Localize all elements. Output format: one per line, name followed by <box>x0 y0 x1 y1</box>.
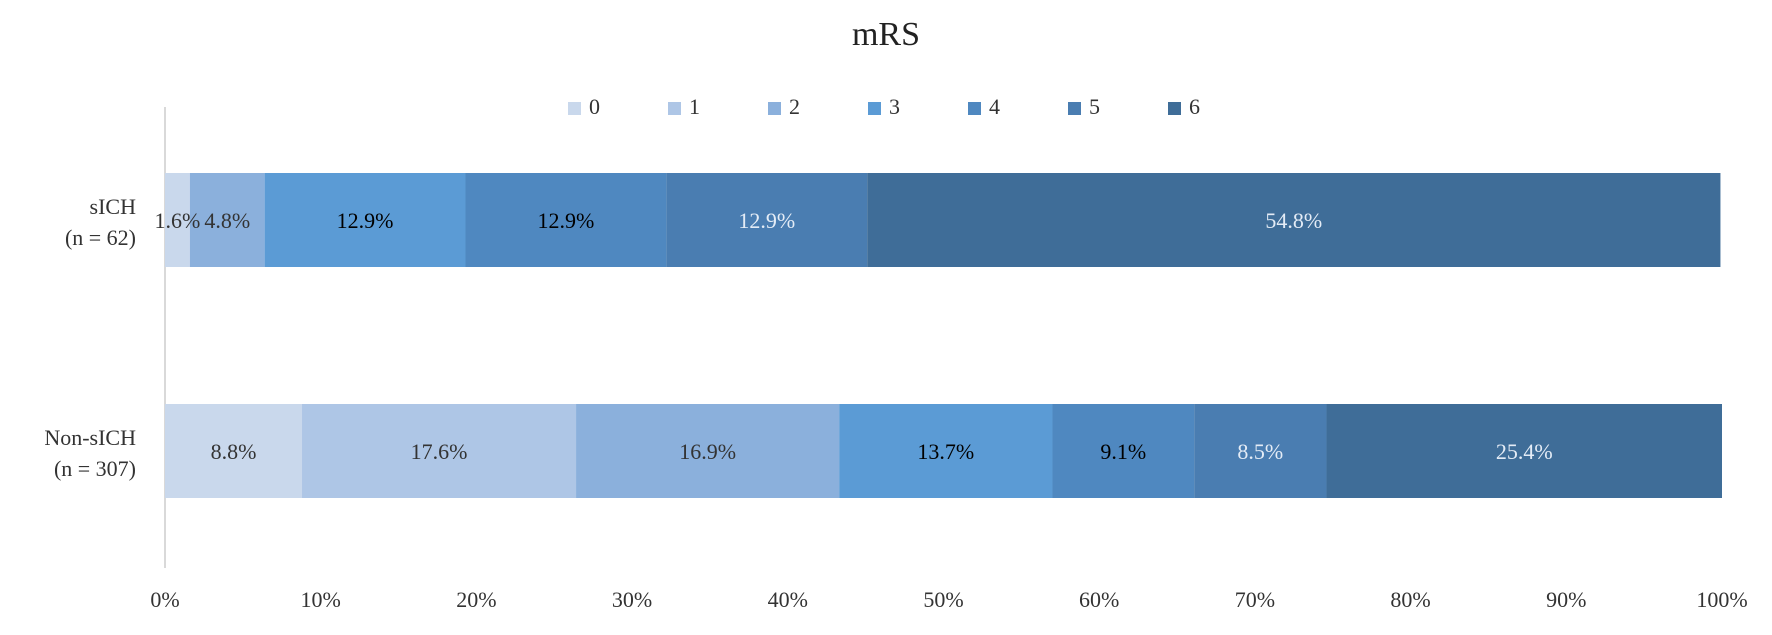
bar-segment-non-sich-mrs-1 <box>302 404 577 498</box>
legend-label-3: 3 <box>889 94 900 119</box>
bar-segment-non-sich-mrs-3 <box>839 404 1053 498</box>
bar-segment-sich-mrs-5 <box>666 173 868 267</box>
legend-swatch-5 <box>1068 102 1081 115</box>
legend-label-5: 5 <box>1089 94 1100 119</box>
category-label-sich-line-1: sICH <box>90 194 137 219</box>
category-label-non-sich-line-1: Non-sICH <box>44 425 136 450</box>
bar-segment-non-sich-mrs-5 <box>1194 404 1327 498</box>
bar-segment-non-sich-mrs-2 <box>576 404 840 498</box>
data-label-non-sich-mrs-1: 17.6% <box>411 439 468 464</box>
x-tick-label: 0% <box>150 587 179 612</box>
category-label-sich-line-2: (n = 62) <box>65 225 136 250</box>
data-label-non-sich-mrs-0: 8.8% <box>211 439 257 464</box>
x-tick-label: 60% <box>1079 587 1119 612</box>
bar-segment-sich-mrs-6 <box>867 173 1721 267</box>
x-axis-ticks: 0% 10% 20% 30% 40% 50% 60% 70% 80% 90% 100% <box>150 587 1747 612</box>
bar-segment-non-sich-mrs-6 <box>1326 404 1722 498</box>
data-label-sich-mrs-0: 1.6% <box>155 208 201 233</box>
legend-label-6: 6 <box>1189 94 1200 119</box>
category-label-non-sich-line-2: (n = 307) <box>54 456 136 481</box>
legend-label-0: 0 <box>589 94 600 119</box>
legend-swatch-0 <box>568 102 581 115</box>
segment-labels-group: 1.6% 4.8% 12.9% 12.9% 12.9% 54.8% 8.8% 17.6% 16.… <box>155 208 1553 464</box>
x-tick-label: 100% <box>1696 587 1747 612</box>
data-label-sich-mrs-4: 12.9% <box>538 208 595 233</box>
bar-segment-non-sich-mrs-0 <box>165 404 303 498</box>
x-tick-label: 50% <box>923 587 963 612</box>
data-label-non-sich-mrs-2: 16.9% <box>679 439 736 464</box>
legend-swatch-3 <box>868 102 881 115</box>
bar-segment-sich-mrs-3 <box>264 173 466 267</box>
bars-group <box>165 173 1722 498</box>
x-tick-label: 30% <box>612 587 652 612</box>
data-label-non-sich-mrs-5: 8.5% <box>1237 439 1283 464</box>
legend-swatch-1 <box>668 102 681 115</box>
legend-label-4: 4 <box>989 94 1000 119</box>
x-tick-label: 80% <box>1390 587 1430 612</box>
x-tick-label: 20% <box>456 587 496 612</box>
legend: 0 1 2 3 4 5 6 <box>568 94 1200 119</box>
x-tick-label: 10% <box>301 587 341 612</box>
data-label-non-sich-mrs-6: 25.4% <box>1496 439 1553 464</box>
x-tick-label: 70% <box>1235 587 1275 612</box>
bar-segment-non-sich-mrs-4 <box>1052 404 1195 498</box>
data-label-sich-mrs-6: 54.8% <box>1265 208 1322 233</box>
data-label-sich-mrs-2: 4.8% <box>204 208 250 233</box>
data-label-non-sich-mrs-4: 9.1% <box>1100 439 1146 464</box>
data-label-sich-mrs-3: 12.9% <box>337 208 394 233</box>
x-tick-label: 40% <box>768 587 808 612</box>
x-tick-label: 90% <box>1546 587 1586 612</box>
data-label-non-sich-mrs-3: 13.7% <box>917 439 974 464</box>
data-label-sich-mrs-5: 12.9% <box>738 208 795 233</box>
legend-swatch-4 <box>968 102 981 115</box>
bar-segment-sich-mrs-4 <box>465 173 667 267</box>
bar-segment-sich-mrs-0 <box>165 173 190 267</box>
legend-label-1: 1 <box>689 94 700 119</box>
chart-title: mRS <box>852 16 920 53</box>
legend-swatch-2 <box>768 102 781 115</box>
legend-swatch-6 <box>1168 102 1181 115</box>
category-labels-group: sICH (n = 62) Non-sICH (n = 307) <box>44 194 136 481</box>
bar-segment-sich-mrs-2 <box>189 173 265 267</box>
legend-label-2: 2 <box>789 94 800 119</box>
